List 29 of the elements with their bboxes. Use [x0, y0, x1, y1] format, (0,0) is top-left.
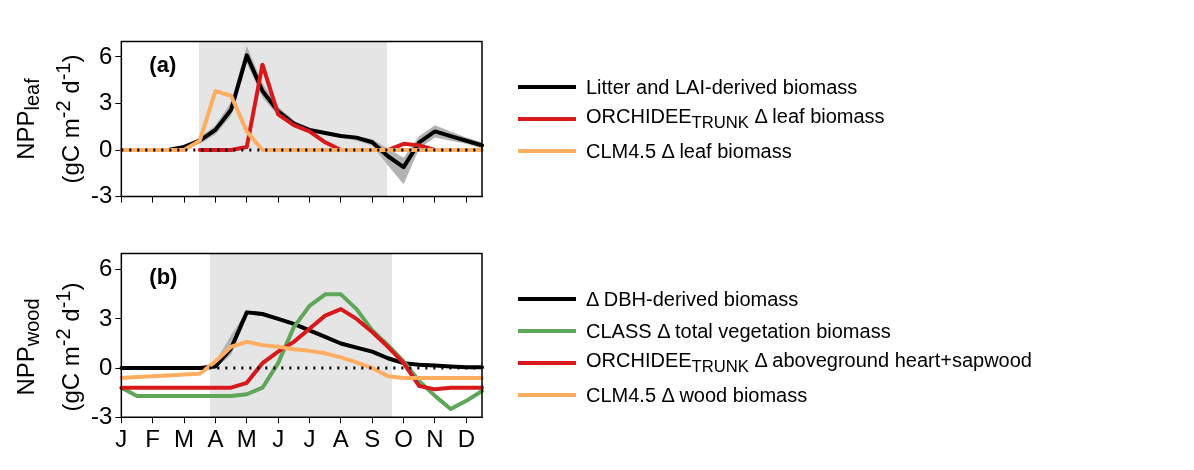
- x-tick-label: O: [394, 425, 413, 453]
- x-tick-label: J: [272, 425, 285, 453]
- annotation: (b): [149, 264, 178, 290]
- y-tick-label: 0: [98, 352, 113, 380]
- x-tick-label: J: [115, 425, 128, 453]
- x-tick-label: F: [145, 425, 161, 453]
- legend-label: CLASS Δ total vegetation biomass: [586, 319, 891, 343]
- legend-label: CLM4.5 Δ wood biomass: [586, 383, 808, 407]
- legend-label: Litter and LAI-derived biomass: [586, 75, 858, 99]
- legend-label: CLM4.5 Δ leaf biomass: [586, 139, 792, 163]
- y-tick-label: -3: [91, 181, 113, 209]
- y-tick-label: 0: [98, 134, 113, 162]
- legend-label: ORCHIDEE$_{TRUNK}$ Δ aboveground heart+sapwood: [586, 349, 1032, 377]
- x-tick-label: S: [364, 425, 381, 453]
- x-tick-label: N: [426, 425, 444, 453]
- x-tick-label: D: [457, 425, 475, 453]
- y-tick-label: 3: [98, 88, 113, 116]
- y-tick-label: 6: [98, 254, 113, 282]
- x-tick-label: M: [174, 425, 195, 453]
- x-tick-label: J: [303, 425, 316, 453]
- x-tick-label: M: [236, 425, 257, 453]
- legend-label: Δ DBH-derived biomass: [586, 287, 799, 311]
- x-tick-label: A: [332, 425, 349, 453]
- legend-label: ORCHIDEE$_{TRUNK}$ Δ leaf biomass: [586, 105, 885, 133]
- y-tick-label: 3: [98, 303, 113, 331]
- y-tick-label: 6: [98, 41, 113, 69]
- y-tick-label: -3: [91, 401, 113, 429]
- x-tick-label: A: [207, 425, 224, 453]
- annotation: (a): [149, 52, 177, 78]
